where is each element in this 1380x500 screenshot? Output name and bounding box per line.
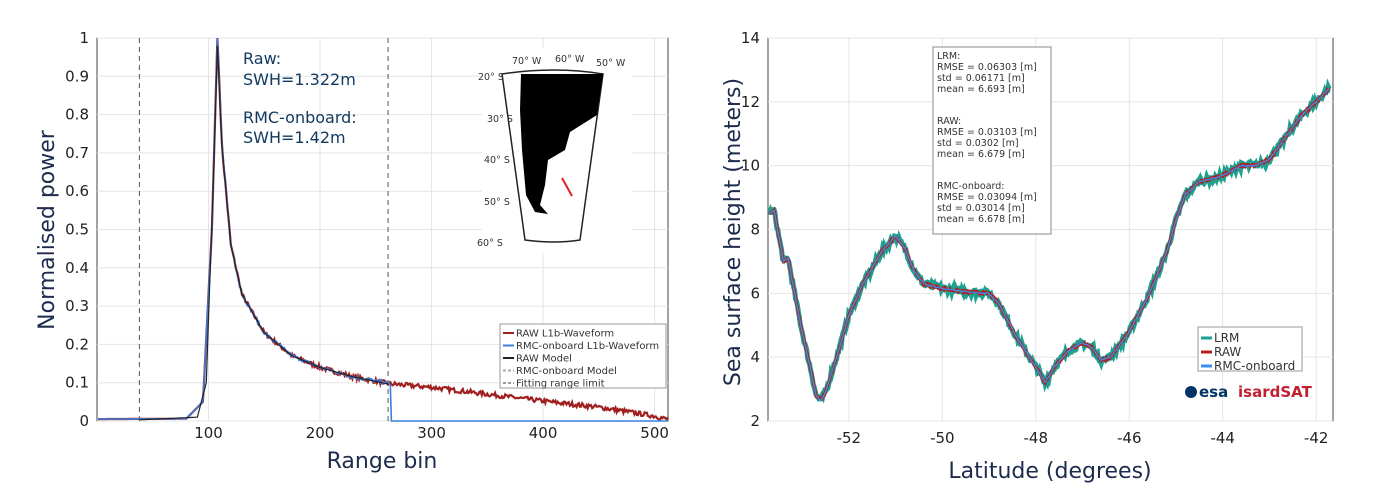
legend-label: RMC-onboard xyxy=(1214,359,1295,373)
esa-logo-text: esa xyxy=(1199,383,1228,401)
map-label: 20° S xyxy=(478,72,504,83)
y-tick-label: 0.2 xyxy=(65,335,89,353)
legend-label: RAW xyxy=(1214,345,1241,359)
x-tick-label: 400 xyxy=(529,424,558,442)
x-tick-label: 100 xyxy=(194,424,223,442)
y-tick-label: 10 xyxy=(741,157,760,175)
map-label: 30° S xyxy=(487,114,513,125)
y-tick-label: 8 xyxy=(750,221,760,239)
stats-line: RMSE = 0.06303 [m] xyxy=(937,62,1037,73)
x-tick-label: -46 xyxy=(1117,429,1142,447)
x-tick-label: -50 xyxy=(930,429,955,447)
stats-title: RMC-onboard: xyxy=(937,181,1005,192)
legend-label: LRM xyxy=(1214,331,1239,345)
y-tick-label: 0 xyxy=(79,412,89,430)
x-axis-label: Latitude (degrees) xyxy=(948,459,1151,484)
annotation: Raw: xyxy=(243,49,281,68)
y-tick-label: 0.8 xyxy=(65,106,89,124)
legend-label: RAW L1b-Waveform xyxy=(516,329,614,340)
y-tick-label: 0.1 xyxy=(65,374,89,392)
y-tick-label: 0.3 xyxy=(65,297,89,315)
stats-title: RAW: xyxy=(937,116,961,127)
x-tick-label: -42 xyxy=(1304,429,1329,447)
map-label: 50° W xyxy=(596,58,626,69)
stats-line: mean = 6.693 [m] xyxy=(937,84,1025,95)
y-tick-label: 0.4 xyxy=(65,259,89,277)
stats-line: RMSE = 0.03103 [m] xyxy=(937,127,1037,138)
inset-map: 70° W 60° W 50° W 20° S 30° S 40° S 50° … xyxy=(477,48,632,253)
y-tick-label: 0.6 xyxy=(65,182,89,200)
stats-line: std = 0.06171 [m] xyxy=(937,73,1025,84)
stats-line: RMSE = 0.03094 [m] xyxy=(937,192,1037,203)
x-tick-label: 300 xyxy=(417,424,446,442)
x-axis-label: Range bin xyxy=(327,449,438,474)
x-tick-label: 500 xyxy=(640,424,669,442)
series-line-raw-model xyxy=(139,45,389,421)
annotation: SWH=1.42m xyxy=(243,128,346,147)
y-tick-label: 1 xyxy=(79,29,89,47)
y-tick-label: 0.7 xyxy=(65,144,89,162)
map-label: 60° S xyxy=(477,238,503,249)
y-tick-label: 14 xyxy=(741,29,760,47)
stats-box: LRM:RMSE = 0.06303 [m]std = 0.06171 [m]m… xyxy=(932,46,1052,235)
map-label: 70° W xyxy=(512,56,542,67)
series-line-rmc-onboard-l1b-waveform xyxy=(98,37,668,422)
stats-line: mean = 6.679 [m] xyxy=(937,149,1025,160)
x-tick-label: -52 xyxy=(837,429,862,447)
ssh-chart: -52 -50 -48 -46 -44 -42 2 4 6 8 10 12 14 Latitude (d… xyxy=(721,29,1334,484)
y-tick-label: 12 xyxy=(741,93,760,111)
waveform-chart: 100 200 300 400 500 0 0.1 0.2 0.3 0.4 0.5 0.6 0.7 0.8… xyxy=(35,29,669,474)
x-tick-label: -44 xyxy=(1210,429,1235,447)
y-tick-label: 0.9 xyxy=(65,67,89,85)
annotation: RMC-onboard: xyxy=(243,108,357,127)
map-label: 60° W xyxy=(555,54,585,65)
y-axis-label: Normalised power xyxy=(35,129,60,330)
map-label: 50° S xyxy=(484,197,510,208)
x-tick-label: 200 xyxy=(306,424,335,442)
y-tick-label: 4 xyxy=(750,348,760,366)
legend-label: RMC-onboard L1b-Waveform xyxy=(516,341,659,352)
y-axis-label: Sea surface height (meters) xyxy=(721,78,746,386)
legend-label: RAW Model xyxy=(516,354,572,365)
stats-line: std = 0.0302 [m] xyxy=(937,138,1019,149)
legend-label: Fitting range limit xyxy=(516,379,605,390)
isardsat-logo: isardSAT xyxy=(1238,383,1313,401)
legend-label: RMC-onboard Model xyxy=(516,366,617,377)
y-tick-label: 2 xyxy=(750,412,760,430)
stats-line: mean = 6.678 [m] xyxy=(937,214,1025,225)
series-line-rmc-onboard xyxy=(768,88,1330,403)
stats-title: LRM: xyxy=(937,51,960,62)
esa-logo: esa xyxy=(1185,383,1228,401)
track-line xyxy=(561,177,573,197)
x-tick-label: -48 xyxy=(1024,429,1049,447)
stats-line: std = 0.03014 [m] xyxy=(937,203,1025,214)
map-label: 40° S xyxy=(484,155,510,166)
annotation: SWH=1.322m xyxy=(243,70,356,89)
y-tick-label: 6 xyxy=(750,284,760,302)
y-tick-label: 0.5 xyxy=(65,221,89,239)
